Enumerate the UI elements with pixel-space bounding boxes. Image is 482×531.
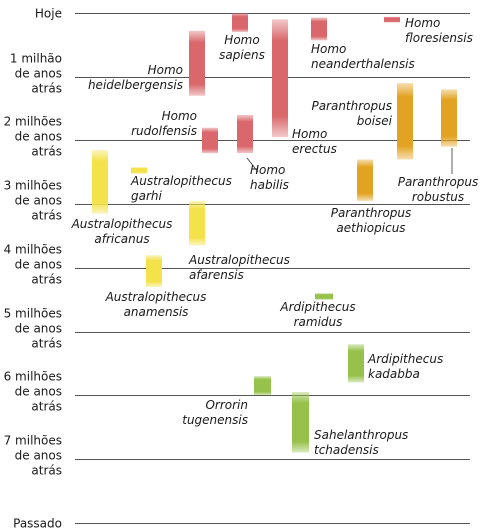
label-h-neanderthalensis: Homo neanderthalensis [311, 42, 415, 71]
label-a-anamensis: Australopithecus anamensis [105, 290, 207, 319]
bar-p-robustus [441, 89, 457, 147]
bar-p-boisei [397, 83, 413, 160]
y-tick-label-6: 6 milhões de anos atrás [4, 370, 62, 414]
bar-h-neanderthalensis [311, 17, 327, 41]
y-tick-label-5: 5 milhões de anos atrás [4, 307, 62, 351]
bar-ar-ramidus [315, 293, 333, 300]
bar-h-erectus [272, 19, 288, 138]
label-h-habilis: Homo habilis [250, 163, 289, 192]
label-h-sapiens: Homo sapiens [219, 33, 265, 62]
y-tick-label-0: Hoje [35, 7, 62, 21]
label-a-africanus: Australopithecus africanus [71, 217, 173, 246]
y-tick-labels: Hoje 1 milhão de anos atrás 2 milhões de anos… [4, 7, 62, 531]
bar-ar-kadabba [348, 344, 364, 383]
bar-a-afarensis [189, 200, 205, 246]
y-tick-label-3: 3 milhões de anos atrás [4, 179, 62, 223]
bar-h-habilis [237, 114, 253, 154]
bar-s-tchadensis [292, 392, 309, 453]
label-h-floresiensis: Homo floresiensis [405, 16, 473, 45]
label-ar-ramidus: Ardipithecus ramidus [279, 300, 355, 329]
label-a-afarensis: Australopithecus afarensis [188, 253, 290, 282]
label-ar-kadabba: Ardipithecus kadabba [367, 352, 443, 381]
bar-h-rudolfensis [202, 127, 218, 154]
bar-p-aethiopicus [357, 159, 373, 201]
bar-h-floresiensis [384, 16, 400, 23]
species-bars [92, 13, 457, 453]
label-h-rudolfensis: Homo rudolfensis [131, 109, 197, 138]
y-tick-label-1: 1 milhão de anos atrás [10, 52, 62, 96]
label-p-robustus: Paranthropus robustus [398, 175, 479, 204]
label-h-heidelbergensis: Homo heidelbergensis [88, 63, 183, 92]
label-p-aethiopicus: Paranthropus aethiopicus [331, 206, 412, 235]
label-o-tugenensis: Orrorin tugenensis [182, 398, 248, 427]
leader-lines [246, 148, 453, 174]
y-tick-label-7: 7 milhões de anos atrás [4, 434, 62, 478]
bar-a-anamensis [146, 255, 162, 287]
label-p-boisei: Paranthropus boisei [311, 99, 392, 128]
label-h-erectus: Homo erectus [292, 127, 337, 156]
y-tick-label-4: 4 milhões de anos atrás [4, 243, 62, 287]
y-tick-label-8: Passado [13, 517, 62, 531]
bar-h-heidelbergensis [189, 30, 205, 96]
y-tick-label-2: 2 milhões de anos atrás [4, 115, 62, 159]
label-a-garhi: Australopithecus garhi [130, 174, 232, 203]
bar-o-tugenensis [254, 376, 271, 396]
bar-a-garhi [131, 167, 147, 174]
bar-h-sapiens [232, 13, 248, 33]
label-s-tchadensis: Sahelanthropus tchadensis [314, 428, 408, 457]
bar-a-africanus [92, 150, 108, 214]
gridlines [75, 13, 470, 524]
leader-h-habilis [246, 157, 259, 173]
